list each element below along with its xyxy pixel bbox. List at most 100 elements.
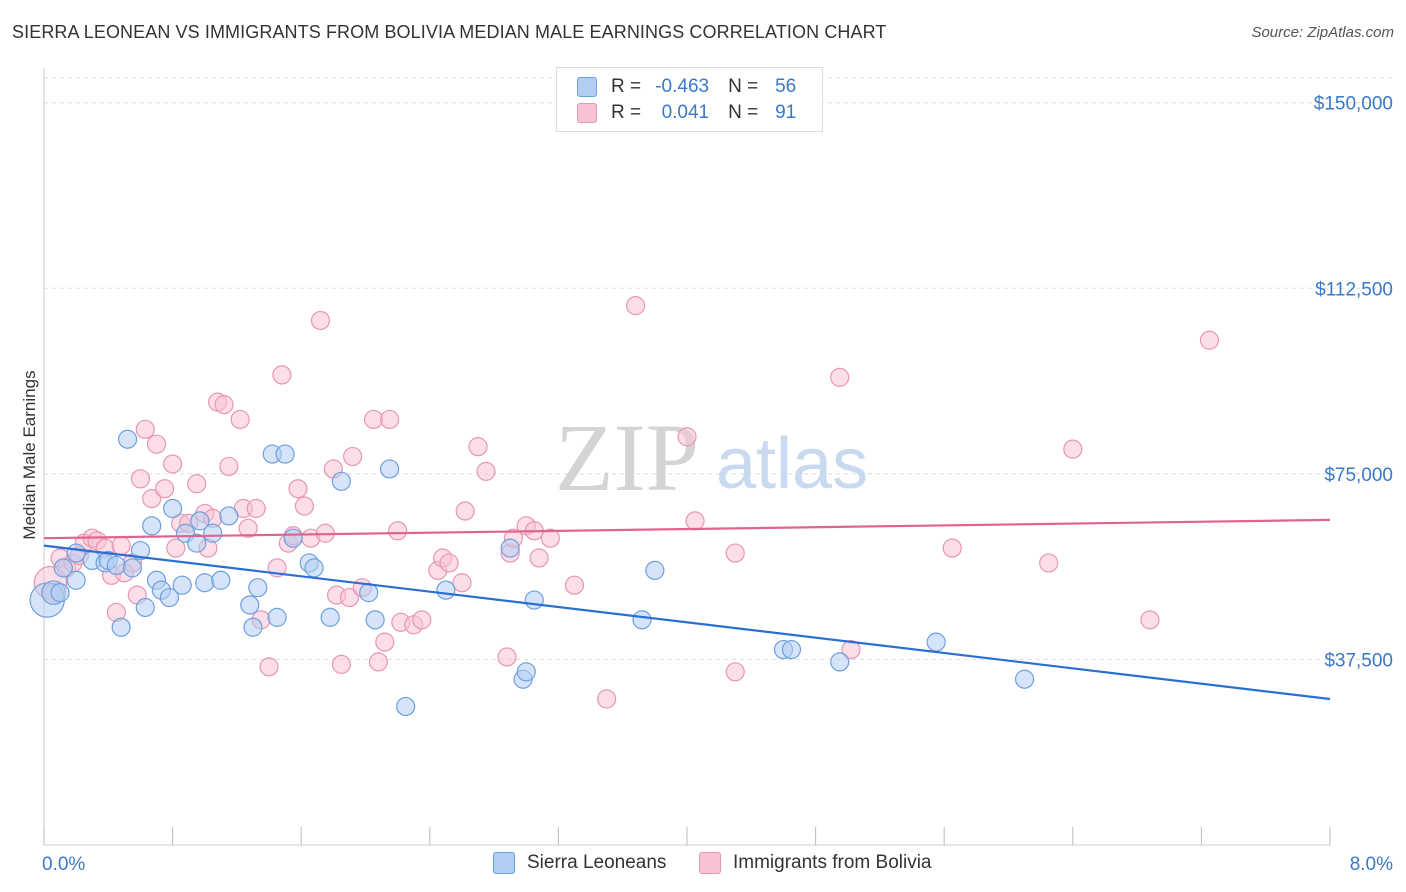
sierra-leonean-point	[240, 595, 260, 615]
sierra-leonean-point	[163, 498, 183, 519]
axes	[43, 68, 1331, 846]
bolivia-immigrant-point	[1140, 610, 1160, 630]
bolivia-immigrant-point	[166, 538, 186, 558]
bolivia-immigrant-point	[187, 474, 207, 494]
bolivia-immigrant-point	[725, 543, 745, 563]
sierra-leonean-point	[436, 580, 456, 600]
bolivia-immigrant-point	[146, 434, 167, 454]
bolivia-immigrant-point	[455, 501, 475, 521]
bolivia-immigrant-point	[331, 654, 351, 674]
bottom-legend-label-1: Sierra Leoneans	[527, 852, 667, 873]
sierra-leonean-point	[106, 555, 126, 576]
y-tick-label: $37,500	[1324, 650, 1393, 671]
bolivia-immigrant-point	[142, 489, 162, 509]
y-tick-label: $150,000	[1314, 94, 1393, 115]
sierra-leonean-point	[248, 578, 268, 598]
sierra-leonean-point	[365, 610, 385, 630]
sierra-leonean-point	[211, 570, 231, 590]
bolivia-immigrant-point	[497, 647, 517, 667]
bolivia-immigrant-point	[154, 479, 175, 499]
bottom-legend-swatch-pink	[699, 852, 721, 874]
sierra-leonean-point	[159, 587, 179, 608]
bolivia-immigrant-point	[111, 536, 131, 556]
bolivia-immigrant-point	[540, 528, 560, 548]
legend-r-label: R =	[611, 102, 642, 123]
bottom-legend-immigrants-bolivia: Immigrants from Bolivia	[699, 852, 932, 874]
bolivia-immigrant-point	[259, 657, 279, 677]
watermark-atlas: atlas	[716, 424, 868, 504]
sierra-leonean-point	[135, 597, 155, 618]
sierra-leonean-point	[524, 590, 544, 610]
legend-n-label: N =	[728, 76, 759, 97]
bottom-legend-sierra-leoneans: Sierra Leoneans	[493, 852, 666, 874]
bolivia-immigrant-point	[1199, 330, 1220, 350]
sierra-leonean-point	[50, 583, 70, 603]
legend-row-sierra-leoneans: R = -0.463 N = 56	[577, 74, 796, 100]
source-label: Source: ZipAtlas.com	[1251, 24, 1394, 41]
sierra-leonean-point	[830, 652, 850, 672]
sierra-leonean-point	[203, 523, 223, 543]
sierra-leonean-trend-line	[43, 544, 1331, 701]
bolivia-immigrant-point	[1063, 439, 1083, 459]
bolivia-immigrant-point	[135, 419, 155, 439]
sierra-leonean-point	[187, 533, 207, 553]
sierra-leonean-point	[359, 583, 379, 603]
bolivia-immigrant-point	[942, 538, 962, 558]
bolivia-immigrant-point	[476, 461, 496, 481]
sierra-leonean-point	[117, 429, 138, 449]
bolivia-immigrant-point	[230, 409, 250, 430]
bolivia-immigrant-point	[288, 479, 308, 499]
sierra-leonean-point	[320, 607, 340, 627]
bolivia-immigrant-point	[412, 610, 432, 630]
bolivia-immigrant-point	[597, 689, 617, 709]
bolivia-immigrant-point	[725, 662, 745, 682]
bolivia-immigrant-point	[841, 639, 861, 660]
legend-r-value: -0.463	[655, 76, 710, 97]
bolivia-immigrant-trend-line	[43, 518, 1331, 540]
bolivia-immigrant-point	[219, 456, 239, 477]
bolivia-immigrant-point	[339, 587, 360, 608]
sierra-leonean-point	[304, 558, 324, 578]
sierra-leonean-point	[283, 528, 303, 548]
legend-row-immigrants-bolivia: R = 0.041 N = 91	[577, 100, 796, 126]
sierra-leonean-point	[243, 617, 263, 637]
bolivia-immigrant-point	[246, 498, 266, 519]
sierra-leonean-point	[781, 639, 802, 660]
sierra-leonean-point	[396, 696, 416, 717]
bolivia-immigrant-point	[238, 518, 258, 538]
sierra-leonean-point	[926, 632, 946, 652]
x-tick-label-min: 0.0%	[42, 854, 85, 875]
bolivia-immigrant-point	[310, 310, 331, 331]
sierra-leonean-point	[195, 573, 215, 593]
sierra-leonean-point	[111, 617, 131, 637]
bolivia-immigrant-point	[130, 469, 151, 489]
bolivia-immigrant-point	[294, 496, 315, 516]
sierra-leonean-point	[53, 558, 73, 578]
bolivia-immigrant-point	[380, 409, 400, 430]
bolivia-immigrant-point	[529, 548, 549, 568]
sierra-leonean-point	[66, 543, 86, 563]
bolivia-immigrant-point	[452, 573, 472, 593]
bolivia-immigrant-point	[685, 511, 705, 531]
bolivia-immigrant-point	[163, 454, 183, 474]
legend-r-label: R =	[611, 76, 642, 97]
trend-lines	[43, 518, 1331, 701]
bolivia-immigrant-point	[830, 367, 850, 387]
grid-lines	[44, 77, 1395, 660]
correlation-legend: R = -0.463 N = 56 R = 0.041 N = 91	[556, 67, 823, 132]
legend-n-value: 91	[775, 102, 797, 123]
bolivia-immigrant-point	[375, 632, 395, 652]
bolivia-immigrant-point	[368, 652, 388, 672]
sierra-leonean-point	[190, 511, 210, 531]
x-tick-label-max: 8.0%	[1350, 854, 1393, 875]
sierra-leonean-point	[380, 459, 400, 479]
legend-swatch-pink	[577, 103, 597, 123]
sierra-leonean-point	[1014, 669, 1035, 689]
sierra-leonean-point	[122, 558, 143, 578]
sierra-leonean-point	[66, 570, 86, 590]
sierra-leonean-point	[331, 471, 351, 491]
y-axis-title: Median Male Earnings	[20, 370, 39, 539]
bottom-legend: Sierra Leoneans Immigrants from Bolivia	[0, 852, 1406, 878]
sierra-leonean-point	[632, 610, 652, 630]
